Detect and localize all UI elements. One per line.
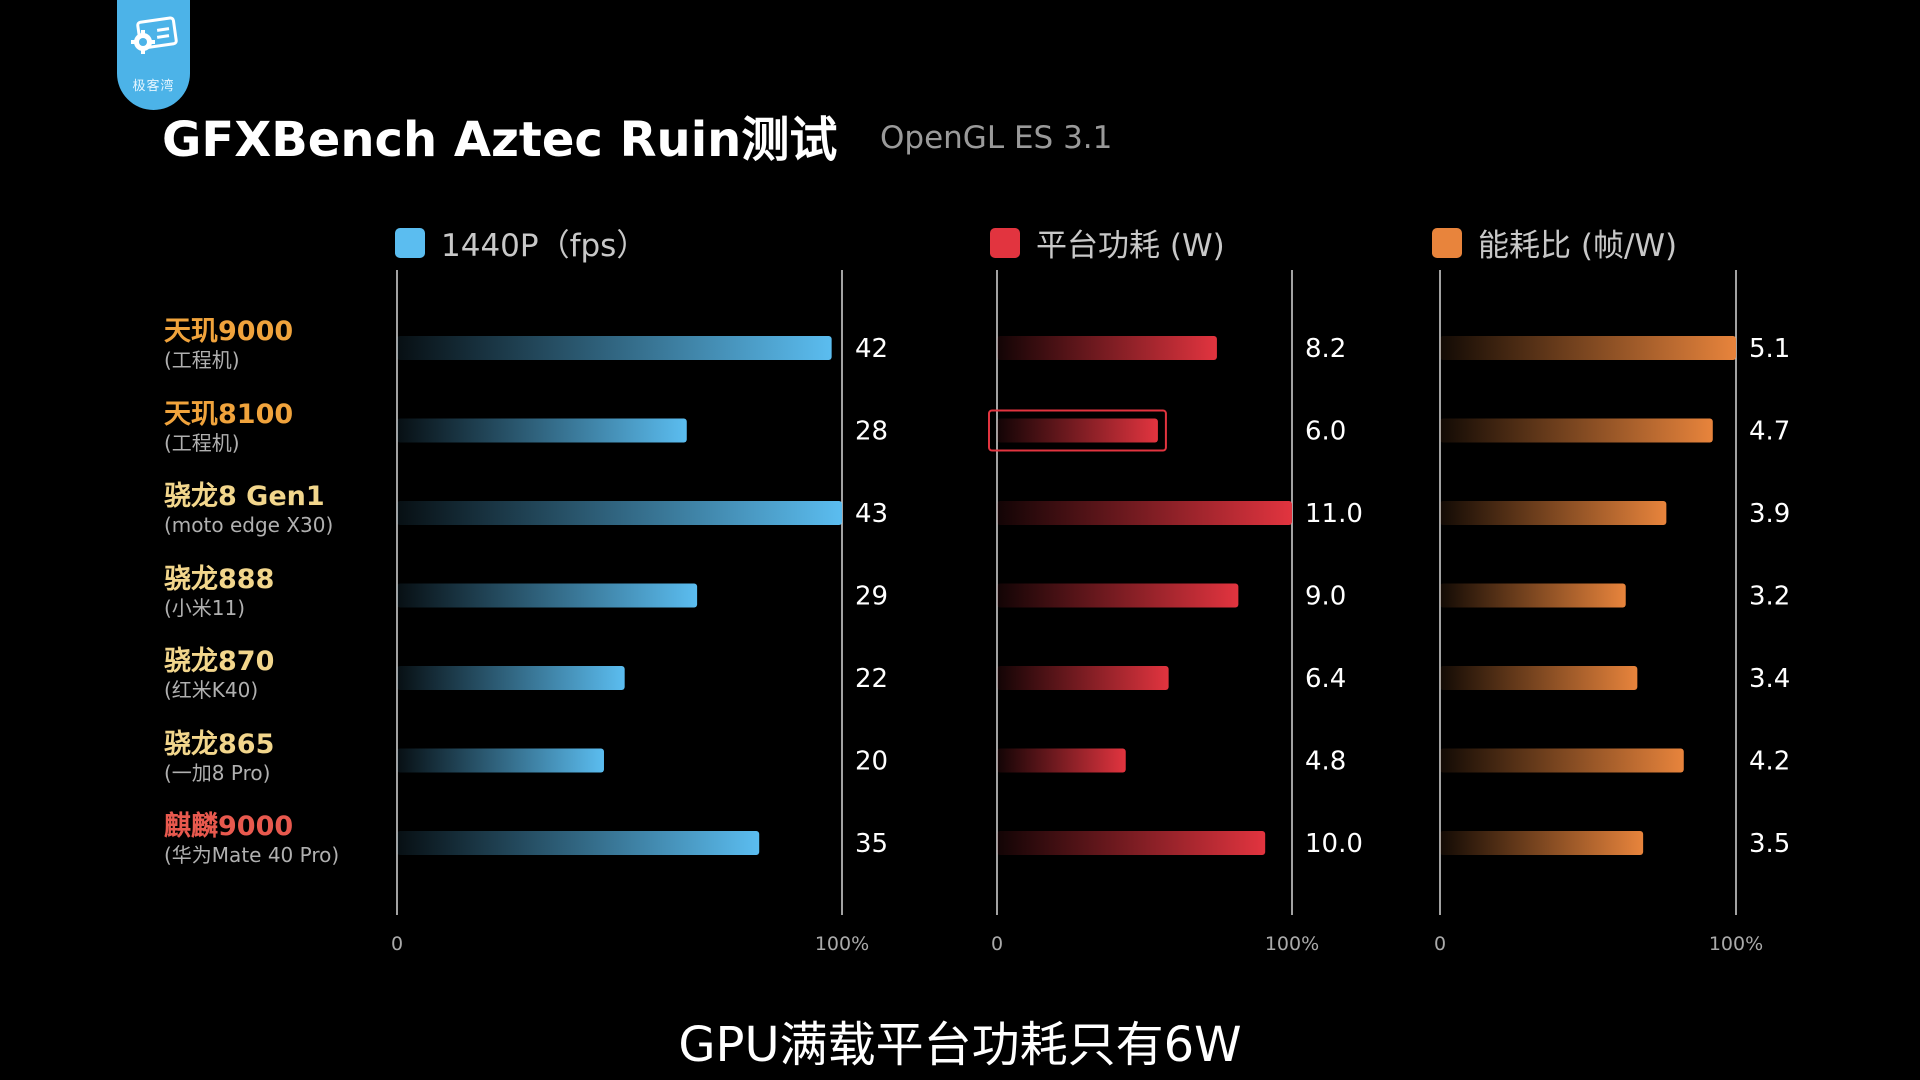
bar-power-2 [997,501,1292,525]
bar-fps-4 [397,666,625,690]
device-name: (一加8 Pro) [164,760,271,785]
bar-chart: 0 100% 42 28 43 29 22 20 35 0 100% 8.2 6.0 11.0 9.0 6.4… [391,270,1790,955]
legend-label-power: 平台功耗 (W) [1036,228,1225,264]
bar-power-3 [997,583,1239,608]
value-label-fps-1: 28 [855,417,888,447]
caption-subtitle: GPU满载平台功耗只有6W [678,1017,1242,1073]
value-label-efficiency-1: 4.7 [1749,417,1790,447]
tick-label-min-fps: 0 [391,933,403,955]
category-label-3: 骁龙888 (小米11) [164,564,274,620]
device-name: (华为Mate 40 Pro) [164,843,340,867]
legend-item-power: 平台功耗 (W) [990,220,1225,265]
value-label-power-5: 4.8 [1305,747,1346,777]
bar-power-0 [997,336,1217,360]
bar-power-5 [997,748,1126,773]
value-label-efficiency-0: 5.1 [1749,334,1790,364]
category-label-2: 骁龙8 Gen1 (moto edge X30) [164,481,333,537]
value-label-power-2: 11.0 [1305,499,1363,529]
legend-label-efficiency: 能耗比 (帧/W) [1478,228,1678,264]
legend-item-fps: 1440P（fps） [395,220,647,265]
bar-efficiency-3 [1440,583,1626,608]
value-label-power-1: 6.0 [1305,417,1346,447]
device-name: (小米11) [164,595,246,620]
value-label-power-0: 8.2 [1305,334,1346,364]
value-label-efficiency-5: 4.2 [1749,747,1790,777]
chip-name: 天玑9000 [164,316,294,347]
value-label-efficiency-2: 3.9 [1749,499,1790,529]
tick-label-max-efficiency: 100% [1709,933,1763,955]
device-name: (工程机) [164,348,240,372]
chip-name: 麒麟9000 [164,811,294,842]
device-name: (红米K40) [164,678,259,702]
category-label-6: 麒麟9000 (华为Mate 40 Pro) [164,811,339,867]
bar-power-4 [997,666,1169,690]
value-label-fps-2: 43 [855,499,888,529]
bar-efficiency-1 [1440,418,1713,443]
device-name: (工程机) [164,430,240,455]
gear-card-icon [131,16,178,54]
device-name: (moto edge X30) [164,513,334,537]
legend-swatch-power [990,227,1020,258]
value-label-power-3: 9.0 [1305,582,1346,612]
chip-name: 天玑8100 [164,398,294,430]
value-label-fps-5: 20 [855,747,888,777]
tick-label-max-fps: 100% [815,933,869,955]
bar-fps-1 [397,418,687,443]
category-label-0: 天玑9000 (工程机) [164,316,293,372]
legend-item-efficiency: 能耗比 (帧/W) [1432,220,1677,265]
tick-label-min-efficiency: 0 [1434,933,1446,955]
bar-power-6 [997,831,1266,855]
bar-efficiency-2 [1440,501,1667,525]
value-label-power-6: 10.0 [1305,829,1363,859]
page-title: GFXBench Aztec Ruin测试 [162,112,838,168]
legend-label-fps: 1440P（fps） [441,228,648,264]
value-label-efficiency-3: 3.2 [1749,582,1790,612]
chip-name: 骁龙865 [164,728,275,760]
legend-swatch-fps [395,227,425,258]
highlight-box-power [988,409,1167,452]
value-label-fps-3: 29 [855,582,888,612]
tick-label-min-power: 0 [991,933,1003,955]
chip-name: 骁龙8 Gen1 [164,481,325,512]
bar-fps-6 [397,831,760,855]
brand-logo: 极客湾 [117,0,190,110]
bar-fps-5 [397,748,604,773]
bar-efficiency-5 [1440,748,1684,773]
category-label-4: 骁龙870 (红米K40) [164,646,274,702]
bar-fps-3 [397,583,698,608]
category-label-1: 天玑8100 (工程机) [164,399,293,455]
value-label-efficiency-6: 3.5 [1749,829,1790,859]
bar-efficiency-4 [1440,666,1638,690]
value-label-fps-6: 35 [855,829,888,859]
bar-fps-0 [397,336,832,360]
value-label-efficiency-4: 3.4 [1749,664,1790,694]
bar-fps-2 [397,501,842,525]
tick-label-max-power: 100% [1265,933,1319,955]
category-label-5: 骁龙865 (一加8 Pro) [164,729,274,785]
value-label-fps-4: 22 [855,664,888,694]
bar-power-1 [997,418,1158,443]
legend-swatch-efficiency [1432,227,1462,258]
chip-name: 骁龙888 [164,563,275,595]
chip-name: 骁龙870 [164,646,275,677]
bar-efficiency-6 [1440,831,1644,855]
bar-efficiency-0 [1440,336,1736,360]
page-subtitle: OpenGL ES 3.1 [880,120,1113,156]
value-label-power-4: 6.4 [1305,664,1346,694]
logo-text: 极客湾 [132,79,175,94]
value-label-fps-0: 42 [855,334,888,364]
